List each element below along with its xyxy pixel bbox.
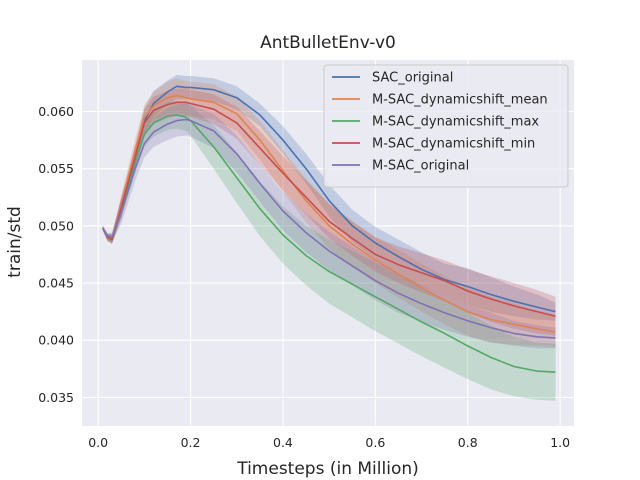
legend-label-m-sac-original: M-SAC_original xyxy=(372,159,469,174)
legend-label-sac-original: SAC_original xyxy=(372,71,453,86)
legend-label-m-sac-dynamicshift-mean: M-SAC_dynamicshift_mean xyxy=(372,93,548,108)
y-tick-label: 0.040 xyxy=(38,333,74,348)
legend: SAC_original M-SAC_dynamicshift_mean M-SAC… xyxy=(324,65,568,187)
x-tick-label: 1.0 xyxy=(550,435,570,450)
y-tick-label: 0.035 xyxy=(38,390,74,405)
legend-label-m-sac-dynamicshift-max: M-SAC_dynamicshift_max xyxy=(372,115,539,130)
y-tick-label: 0.050 xyxy=(38,218,74,233)
x-tick-label: 0.2 xyxy=(181,435,201,450)
y-axis-label: train/std xyxy=(5,206,25,278)
x-tick-label: 0.8 xyxy=(458,435,478,450)
x-axis-label: Timesteps (in Million) xyxy=(236,459,419,479)
y-tick-label: 0.060 xyxy=(38,104,74,119)
y-tick-label: 0.055 xyxy=(38,161,74,176)
y-tick-label: 0.045 xyxy=(38,276,74,291)
legend-label-m-sac-dynamicshift-min: M-SAC_dynamicshift_min xyxy=(372,137,535,152)
chart-title: AntBulletEnv-v0 xyxy=(260,33,396,53)
x-tick-label: 0.4 xyxy=(273,435,293,450)
x-tick-label: 0.6 xyxy=(365,435,385,450)
x-tick-label: 0.0 xyxy=(88,435,108,450)
